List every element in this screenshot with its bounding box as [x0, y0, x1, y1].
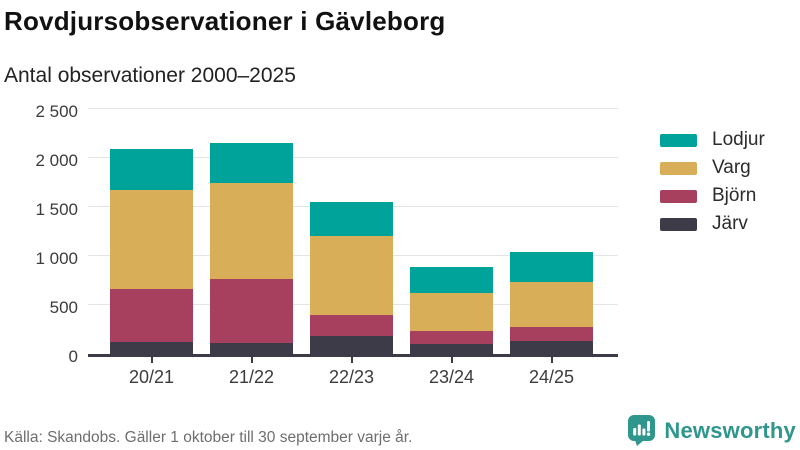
bar-23-24: [410, 109, 493, 354]
y-tick-label: 2 500: [35, 102, 78, 121]
chart-subtitle: Antal observationer 2000–2025: [4, 64, 296, 87]
bar-segment-lodjur: [210, 143, 293, 183]
x-axis-tick: [250, 357, 253, 363]
legend-label: Lodjur: [712, 129, 765, 150]
bar-segment-björn: [510, 326, 593, 342]
bar-segment-varg: [110, 190, 193, 289]
bar-segment-järv: [210, 343, 293, 354]
bar-segment-björn: [410, 331, 493, 345]
bar-segment-lodjur: [310, 202, 393, 237]
legend-swatch-björn: [660, 189, 697, 203]
source-text: Källa: Skandobs. Gäller 1 oktober till 3…: [4, 429, 413, 446]
bar-segment-varg: [410, 293, 493, 332]
chart-title: Rovdjursobservationer i Gävleborg: [4, 6, 446, 36]
legend-item-järv: Järv: [660, 213, 765, 234]
x-tick-label: 22/23: [328, 367, 375, 387]
bar-segment-järv: [310, 336, 393, 354]
legend-label: Järv: [712, 213, 748, 234]
bar-segment-järv: [510, 341, 593, 354]
y-axis-labels: 0 500 1 000 1 500 2 000 2 500: [0, 102, 78, 366]
legend-item-björn: Björn: [660, 185, 765, 206]
bar-segment-varg: [310, 236, 393, 315]
bar-20-21: [110, 109, 193, 354]
bar-segment-järv: [110, 342, 193, 354]
x-axis-tick: [350, 357, 353, 363]
bar-segment-varg: [510, 281, 593, 327]
x-axis-tick: [450, 357, 453, 363]
bar-segment-järv: [410, 344, 493, 354]
x-tick-label: 21/22: [228, 367, 275, 387]
plot-area: 20/21 21/22 22/23 23/24 24/25: [88, 108, 618, 387]
bar-segment-lodjur: [410, 266, 493, 294]
y-tick-label: 2 000: [35, 151, 78, 170]
y-tick-label: 1 500: [35, 200, 78, 219]
legend-swatch-järv: [660, 217, 697, 231]
bar-24-25: [510, 109, 593, 354]
gridline: [88, 157, 618, 158]
gridline: [88, 108, 618, 109]
newsworthy-logo: Newsworthy: [627, 414, 796, 447]
bar-segment-björn: [110, 288, 193, 343]
legend-item-lodjur: Lodjur: [660, 129, 765, 150]
bar-segment-björn: [210, 279, 293, 344]
newsworthy-icon: [628, 415, 656, 446]
x-axis-tick: [150, 357, 153, 363]
legend-label: Björn: [712, 185, 757, 206]
bar-segment-lodjur: [110, 149, 193, 191]
y-tick-label: 0: [68, 347, 78, 366]
legend-label: Varg: [712, 157, 751, 178]
bar-segment-varg: [210, 182, 293, 280]
x-tick-label: 20/21: [128, 367, 175, 387]
legend-swatch-lodjur: [660, 133, 697, 147]
legend: Lodjur Varg Björn Järv: [660, 129, 765, 234]
newsworthy-wordmark: Newsworthy: [664, 417, 796, 443]
bar-segment-lodjur: [510, 252, 593, 282]
bar-22-23: [310, 109, 393, 354]
y-tick-label: 1 000: [35, 249, 78, 268]
bar-21-22: [210, 109, 293, 354]
bar-segment-björn: [310, 314, 393, 337]
legend-item-varg: Varg: [660, 157, 765, 178]
x-tick-label: 23/24: [428, 367, 475, 387]
x-axis-tick: [550, 357, 553, 363]
x-tick-label: 24/25: [528, 367, 575, 387]
y-tick-label: 500: [49, 298, 78, 317]
legend-swatch-varg: [660, 161, 697, 175]
